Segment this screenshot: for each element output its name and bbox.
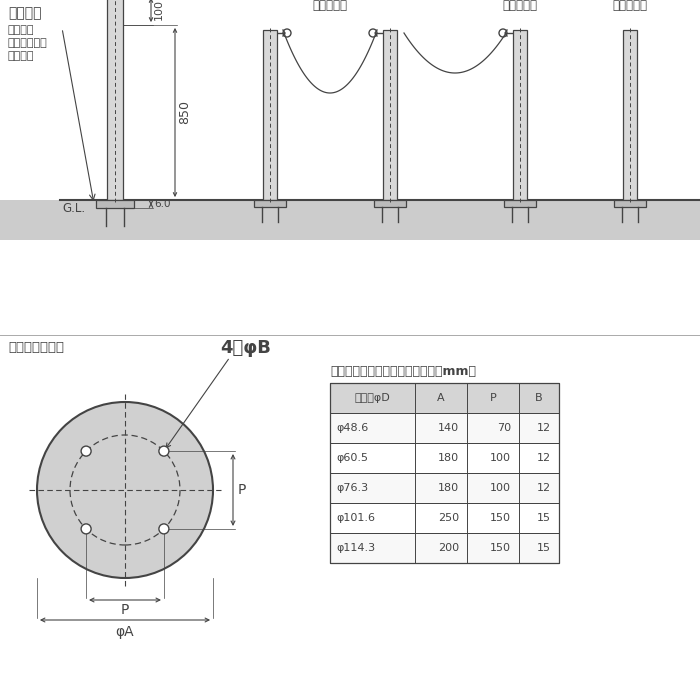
Text: ベースプレート: ベースプレート xyxy=(8,341,64,354)
Text: ベースプレート寸法表　＜単位：mm＞: ベースプレート寸法表 ＜単位：mm＞ xyxy=(330,365,476,378)
Text: 15: 15 xyxy=(537,513,551,523)
Bar xyxy=(96,200,134,208)
Bar xyxy=(330,533,559,563)
Text: φ60.5: φ60.5 xyxy=(336,453,368,463)
Text: 製品図面: 製品図面 xyxy=(8,6,41,20)
Text: 150: 150 xyxy=(490,513,511,523)
Bar xyxy=(263,30,277,200)
Text: フックなし: フックなし xyxy=(612,0,648,12)
Bar xyxy=(623,30,637,200)
Text: P: P xyxy=(489,393,496,403)
Text: 250: 250 xyxy=(438,513,459,523)
Text: φ48.6: φ48.6 xyxy=(336,423,368,433)
Text: G.L.: G.L. xyxy=(62,202,85,215)
Text: φ114.3: φ114.3 xyxy=(336,543,375,553)
Text: 12: 12 xyxy=(537,483,551,493)
Bar xyxy=(330,503,559,533)
Circle shape xyxy=(159,446,169,456)
Bar xyxy=(614,200,646,207)
Text: 6.0: 6.0 xyxy=(154,199,171,209)
Text: 140: 140 xyxy=(438,423,459,433)
Bar xyxy=(330,413,559,443)
Text: 850: 850 xyxy=(178,101,191,125)
Text: 15: 15 xyxy=(537,543,551,553)
Circle shape xyxy=(37,402,213,578)
Text: B: B xyxy=(536,393,542,403)
Bar xyxy=(330,473,559,503)
Bar xyxy=(107,0,123,200)
Bar xyxy=(330,383,559,563)
Text: 両フック付: 両フック付 xyxy=(312,0,347,12)
Bar xyxy=(0,200,700,240)
Text: 180: 180 xyxy=(438,483,459,493)
Text: 12: 12 xyxy=(537,453,551,463)
Text: 180: 180 xyxy=(438,453,459,463)
Text: 200: 200 xyxy=(438,543,459,553)
Text: φ76.3: φ76.3 xyxy=(336,483,368,493)
Circle shape xyxy=(81,446,91,456)
Bar xyxy=(383,30,397,200)
Text: φA: φA xyxy=(116,625,134,639)
Text: 100: 100 xyxy=(154,0,164,20)
Bar xyxy=(513,30,527,200)
Text: P: P xyxy=(121,603,130,617)
Text: あと施工: あと施工 xyxy=(8,25,34,35)
Text: アンカー固定: アンカー固定 xyxy=(8,38,48,48)
Text: 70: 70 xyxy=(497,423,511,433)
Circle shape xyxy=(81,524,91,534)
Text: P: P xyxy=(238,483,246,497)
Text: φ101.6: φ101.6 xyxy=(336,513,375,523)
Text: 100: 100 xyxy=(490,483,511,493)
Bar xyxy=(254,200,286,207)
Text: 100: 100 xyxy=(490,453,511,463)
Bar xyxy=(374,200,406,207)
Text: 12: 12 xyxy=(537,423,551,433)
Bar xyxy=(504,200,536,207)
Text: A: A xyxy=(438,393,444,403)
Text: 片フック付: 片フック付 xyxy=(503,0,538,12)
Text: （別途）: （別途） xyxy=(8,51,34,61)
Bar xyxy=(330,443,559,473)
Text: 150: 150 xyxy=(490,543,511,553)
Circle shape xyxy=(159,524,169,534)
Text: 4－φB: 4－φB xyxy=(220,339,271,357)
Bar xyxy=(330,383,559,413)
Text: 支柱径φD: 支柱径φD xyxy=(355,393,391,403)
